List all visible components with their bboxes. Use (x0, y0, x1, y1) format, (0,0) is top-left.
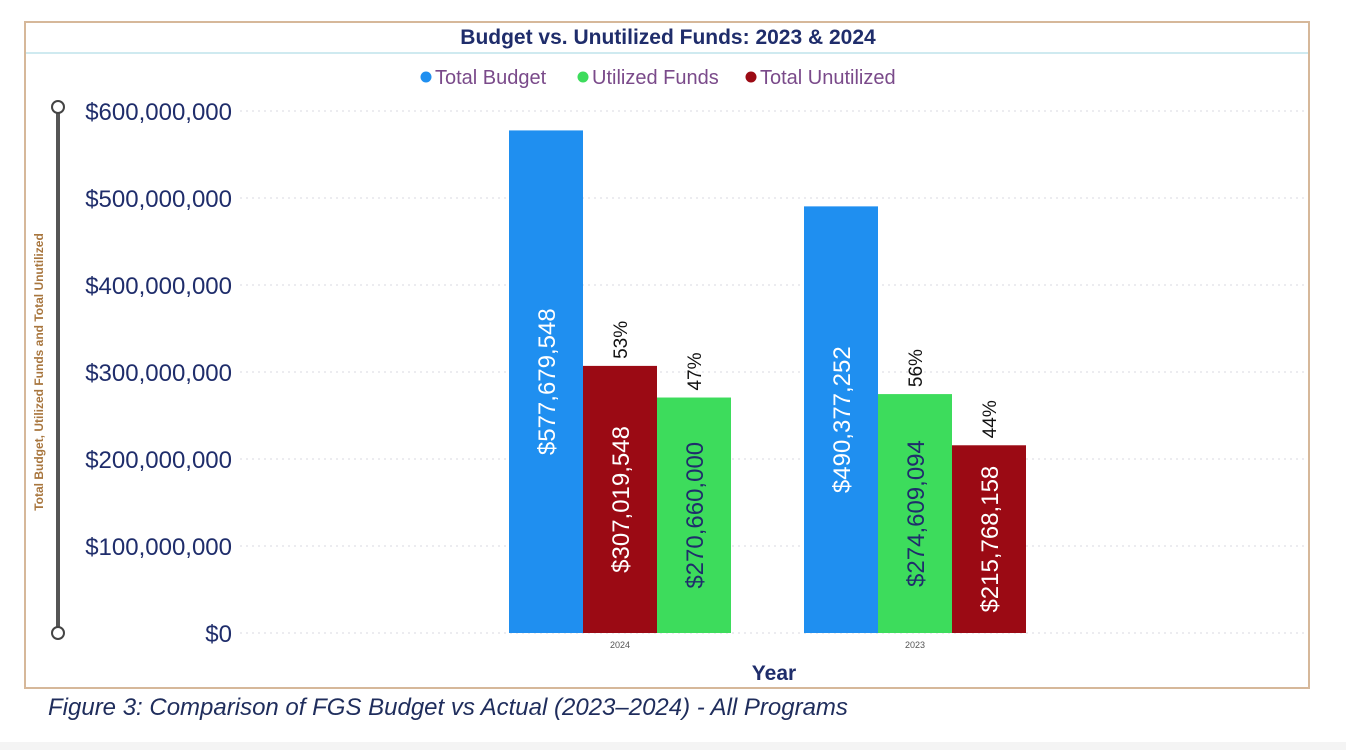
bar-utilized-funds-2023 (878, 394, 952, 633)
legend-marker (577, 71, 589, 83)
bar-value-label: $577,679,548 (534, 308, 561, 455)
x-tick-label: 2023 (905, 640, 925, 650)
legend-marker (420, 71, 432, 83)
bar-total-unutilized-2024 (583, 365, 657, 633)
bar-total-budget-2024 (509, 130, 583, 633)
divider (0, 742, 1346, 750)
y-axis-title: Total Budget, Utilized Funds and Total U… (32, 233, 46, 511)
bar-total-budget-2023 (804, 206, 878, 633)
bar-value-label: $307,019,548 (608, 426, 635, 573)
legend-label: Total Budget (435, 67, 547, 89)
bar-percent-label: 47% (685, 352, 706, 390)
chart-title: Budget vs. Unutilized Funds: 2023 & 2024 (460, 26, 876, 49)
legend-marker (745, 71, 757, 83)
y-tick-label: $0 (205, 621, 232, 648)
bar-percent-label: 53% (611, 321, 632, 359)
y-tick-label: $200,000,000 (85, 447, 232, 474)
bar-percent-label: 56% (906, 349, 927, 387)
x-axis-title: Year (752, 662, 796, 685)
y-tick-label: $500,000,000 (85, 186, 232, 213)
bar-value-label: $270,660,000 (682, 442, 709, 589)
bar-value-label: $274,609,094 (903, 440, 930, 587)
y-axis-slider-handle-top (51, 100, 65, 114)
bar-value-label: $490,377,252 (829, 346, 856, 493)
y-tick-label: $100,000,000 (85, 534, 232, 561)
bar-percent-label: 44% (980, 400, 1001, 438)
chart: Budget vs. Unutilized Funds: 2023 & 2024… (26, 26, 1308, 685)
figure-caption: Figure 3: Comparison of FGS Budget vs Ac… (48, 694, 848, 721)
legend-label: Total Unutilized (760, 67, 896, 89)
legend-label: Utilized Funds (592, 67, 719, 89)
y-tick-label: $300,000,000 (85, 360, 232, 387)
bar-utilized-funds-2024 (657, 397, 731, 633)
x-tick-label: 2024 (610, 640, 630, 650)
bar-value-label: $215,768,158 (977, 466, 1004, 613)
y-axis-slider-handle-bottom (51, 626, 65, 640)
y-tick-label: $600,000,000 (85, 99, 232, 126)
bar-total-unutilized-2023 (952, 445, 1026, 633)
y-tick-label: $400,000,000 (85, 273, 232, 300)
